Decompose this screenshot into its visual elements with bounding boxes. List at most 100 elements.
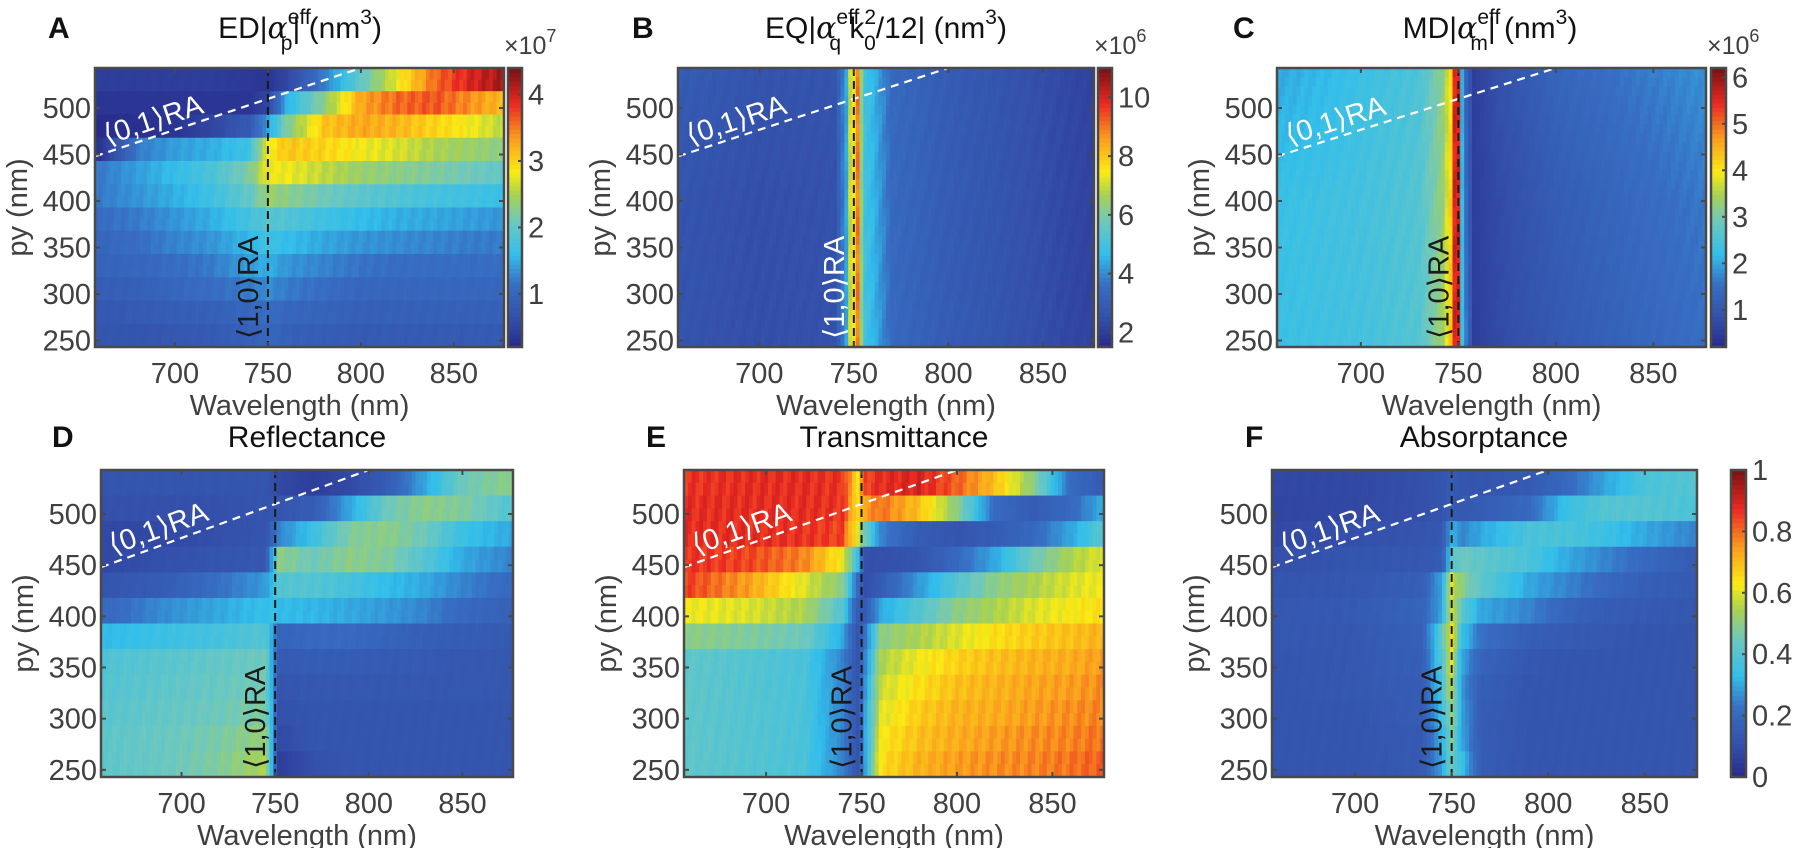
exponent-base: ×10: [504, 32, 546, 60]
heatmap-cell: [355, 254, 360, 267]
heatmap-cell: [908, 142, 914, 153]
heatmap-cell: [191, 126, 196, 139]
heatmap-cell: [889, 216, 895, 227]
heatmap-cell: [187, 195, 193, 209]
heatmap-cell: [886, 142, 891, 153]
heatmap-cell: [236, 230, 241, 243]
heatmap-cell: [262, 79, 267, 92]
heatmap-cell: [886, 86, 891, 97]
heatmap-cell: [221, 91, 226, 104]
heatmap-cell: [206, 195, 211, 209]
heatmap-cell: [954, 86, 959, 97]
heatmap-cell: [381, 288, 386, 302]
heatmap-cell: [180, 254, 185, 267]
heatmap-cell: [310, 161, 315, 174]
heatmap-cell: [109, 288, 115, 302]
heatmap-cell: [232, 172, 237, 185]
heatmap-cell: [908, 216, 914, 227]
heatmap-cell: [466, 219, 472, 232]
heatmap-cell: [243, 126, 249, 139]
heatmap-cell: [191, 91, 196, 104]
colorbar-segment: [508, 81, 522, 87]
heatmap-cell: [749, 235, 755, 246]
heatmap-cell: [776, 254, 781, 264]
heatmap-cell: [243, 172, 249, 185]
heatmap-cell: [485, 312, 490, 325]
heatmap-cell: [897, 68, 902, 78]
heatmap-cell: [855, 170, 861, 181]
heatmap-cell: [128, 172, 133, 185]
heatmap-cell: [749, 244, 755, 255]
heatmap-cell: [292, 265, 297, 278]
heatmap-cell: [262, 207, 267, 220]
heatmap-cell: [916, 244, 921, 255]
heatmap-cell: [444, 207, 449, 220]
heatmap-cell: [836, 207, 842, 218]
heatmap-cell: [931, 226, 936, 236]
heatmap-cell: [470, 219, 475, 232]
heatmap-cell: [693, 133, 698, 143]
heatmap-cell: [128, 161, 133, 174]
heatmap-cell: [236, 312, 241, 325]
heatmap-cell: [251, 195, 256, 209]
heatmap-cell: [757, 114, 762, 125]
heatmap-cell: [385, 102, 390, 116]
heatmap-cell: [451, 335, 457, 348]
heatmap-cell: [1082, 235, 1088, 246]
title-part: | (nm: [292, 12, 360, 45]
heatmap-cell: [742, 86, 747, 97]
heatmap-cell: [184, 254, 189, 267]
heatmap-cell: [1086, 114, 1091, 125]
heatmap-cell: [213, 207, 219, 220]
heatmap-cell: [403, 91, 408, 104]
heatmap-cell: [314, 312, 319, 325]
heatmap-cell: [325, 335, 330, 348]
heatmap-cell: [284, 230, 289, 243]
heatmap-cell: [474, 114, 479, 127]
heatmap-cell: [764, 77, 770, 88]
heatmap-cell: [901, 179, 906, 190]
heatmap-cell: [496, 126, 501, 139]
heatmap-cell: [1022, 114, 1027, 125]
heatmap-cell: [407, 102, 412, 116]
heatmap-cell: [277, 149, 282, 162]
heatmap-cell: [787, 244, 793, 255]
heatmap-cell: [1090, 105, 1095, 116]
heatmap-cell: [1056, 244, 1061, 255]
heatmap-cell: [753, 133, 759, 143]
heatmap-cell: [836, 77, 842, 88]
heatmap-cell: [98, 219, 104, 232]
heatmap-cell: [318, 265, 323, 278]
heatmap-cell: [362, 219, 368, 232]
heatmap-cell: [931, 86, 936, 97]
heatmap-cell: [723, 235, 728, 246]
heatmap-cell: [195, 265, 200, 278]
heatmap-cell: [407, 79, 412, 92]
heatmap-cell: [184, 149, 189, 162]
heatmap-cell: [863, 216, 868, 227]
heatmap-cell: [336, 161, 341, 174]
heatmap-cell: [176, 114, 182, 127]
heatmap-cell: [931, 170, 936, 181]
heatmap-cell: [206, 323, 211, 336]
heatmap-cell: [995, 86, 1001, 97]
heatmap-cell: [988, 105, 993, 116]
heatmap-cell: [810, 244, 815, 255]
heatmap-cell: [844, 161, 849, 171]
heatmap-cell: [1056, 226, 1061, 236]
heatmap-cell: [489, 137, 494, 150]
heatmap-cell: [258, 207, 263, 220]
heatmap-cell: [463, 323, 468, 336]
heatmap-cell: [1052, 95, 1057, 106]
heatmap-cell: [988, 151, 993, 162]
heatmap-cell: [425, 277, 431, 290]
heatmap-cell: [923, 86, 929, 97]
heatmap-cell: [176, 161, 182, 174]
heatmap-cell: [1067, 123, 1072, 134]
heatmap-cell: [280, 184, 286, 197]
heatmap-cell: [1082, 216, 1088, 227]
heatmap-cell: [776, 95, 781, 106]
heatmap-cell: [254, 277, 260, 290]
heatmap-cell: [897, 179, 902, 190]
heatmap-cell: [904, 244, 910, 255]
